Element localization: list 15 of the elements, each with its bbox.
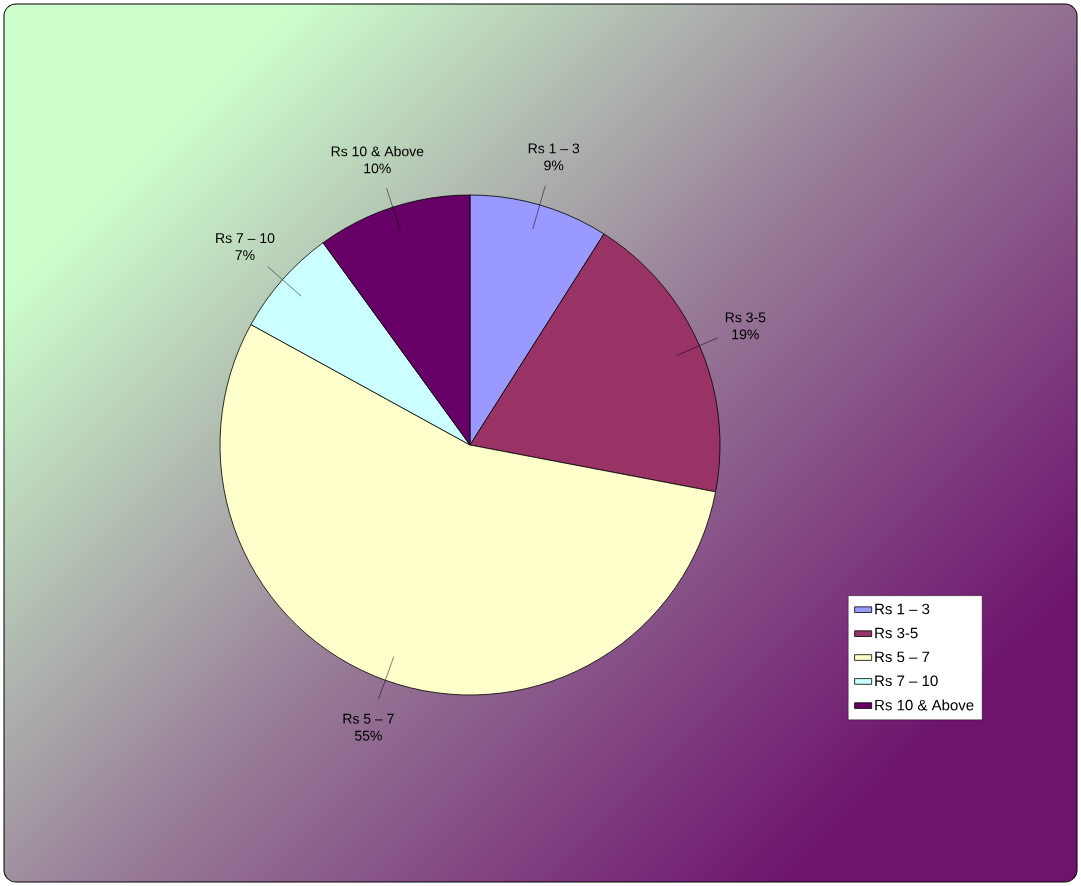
data-label: 7%	[235, 250, 255, 261]
legend-label: Rs 1 – 3	[875, 603, 930, 615]
data-label: 55%	[354, 730, 382, 741]
data-label: 19%	[732, 329, 759, 340]
legend-label: Rs 5 – 7	[875, 651, 930, 663]
legend-label: Rs 7 – 10	[875, 675, 938, 687]
legend-label: Rs 3-5	[875, 627, 918, 639]
data-label: 9%	[544, 160, 564, 171]
data-label: 10%	[364, 163, 391, 174]
slice-label: Rs 5 – 7	[343, 713, 394, 724]
slice-label: Rs 3-5	[725, 312, 766, 323]
slice-label: Rs 7 – 10	[216, 233, 275, 244]
slice-label: Rs 1 – 3	[528, 143, 580, 154]
slice-label: Rs 10 & Above	[331, 146, 424, 157]
legend-label: Rs 10 & Above	[875, 699, 974, 711]
